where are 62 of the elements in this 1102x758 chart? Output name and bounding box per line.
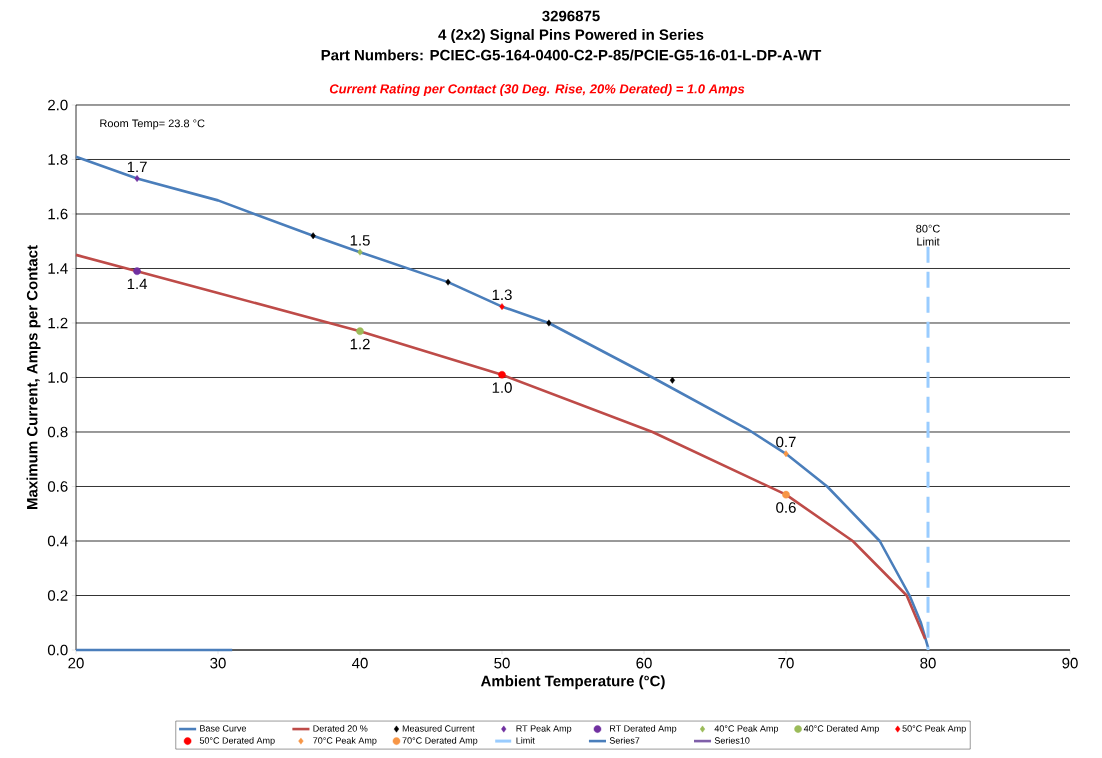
y-axis-title: Maximum Current, Amps per Contact	[26, 245, 41, 510]
data-label: 1.0	[492, 382, 512, 393]
point	[133, 267, 141, 276]
point	[498, 370, 506, 379]
point	[445, 278, 451, 286]
legend-label: RT Peak Amp	[516, 725, 572, 734]
data-label: 1.4	[127, 278, 148, 290]
legend-label: 70°C Peak Amp	[313, 737, 377, 746]
y-tick-label: 0.0	[47, 644, 68, 656]
point	[357, 248, 363, 256]
text: Part Numbers: PCIEC-G5-164-0400-C2-P-85/PCIE-G5-16-01-L-DP-A-WT	[321, 49, 822, 61]
legend-label: 70°C Derated Amp	[402, 737, 478, 746]
x-tick-label: 50	[494, 657, 510, 669]
point	[134, 175, 140, 182]
data-label: 0.7	[776, 436, 796, 448]
legend-label: Limit	[516, 737, 535, 744]
point	[310, 232, 316, 240]
x-tick-label: 80	[920, 657, 936, 669]
x-tick-label: 20	[68, 657, 84, 669]
point	[499, 303, 505, 311]
y-tick-label: 1.2	[48, 317, 68, 329]
chart-title: 3296875	[542, 10, 600, 22]
x-tick-label: 40	[352, 657, 368, 669]
legend-label: Measured Current	[402, 725, 475, 732]
x-tick-label: 90	[1062, 657, 1078, 669]
legend-label: 50°C Derated Amp	[199, 737, 275, 746]
y-tick-label: 1.4	[48, 263, 68, 274]
legend-label: RT Derated Amp	[610, 725, 677, 734]
x-axis-title: Ambient Temperature (°C)	[480, 675, 665, 690]
y-tick-label: 1.6	[48, 208, 68, 220]
y-tick-label: 2.0	[48, 99, 68, 111]
x-tick-label: 60	[636, 657, 652, 669]
legend-label: Series7	[609, 737, 640, 744]
data-label: 1.3	[492, 289, 512, 301]
chart-subtitle: 4 (2x2) Signal Pins Powered in Series	[438, 28, 704, 44]
annotation: Room Temp= 23.8 °C	[100, 119, 205, 130]
y-tick-label: 1.0	[48, 372, 68, 383]
legend-label: Base Curve	[200, 725, 247, 732]
point	[669, 376, 676, 384]
legend-label: 50°C Peak Amp	[902, 725, 966, 734]
y-tick-label: 1.8	[48, 154, 68, 165]
legend-label: 40°C Derated Amp	[803, 725, 879, 734]
y-tick-label: 0.4	[47, 535, 68, 547]
data-label: 1.5	[350, 235, 370, 246]
x-tick-label: 70	[778, 657, 794, 669]
y-tick-label: 0.2	[47, 590, 68, 601]
point	[356, 327, 364, 335]
data-label: 1.7	[127, 161, 147, 173]
text: Current Rating per Contact (30 Deg. Rise, 20% Derated) = 1.0 Amps	[329, 83, 745, 97]
point	[782, 490, 790, 499]
line-series	[74, 253, 927, 641]
data-label: 1.2	[350, 338, 370, 350]
y-tick-label: 0.6	[47, 481, 68, 492]
legend-label: 40°C Peak Amp	[714, 725, 779, 734]
point	[546, 319, 552, 327]
point	[783, 450, 789, 458]
annotation: 80°C Limit	[916, 224, 940, 246]
legend-label: Derated 20 %	[313, 725, 368, 732]
data-label: 0.6	[776, 502, 796, 513]
legend-label: Series10	[714, 737, 750, 744]
x-tick-label: 30	[210, 657, 226, 669]
y-tick-label: 0.8	[47, 426, 68, 438]
